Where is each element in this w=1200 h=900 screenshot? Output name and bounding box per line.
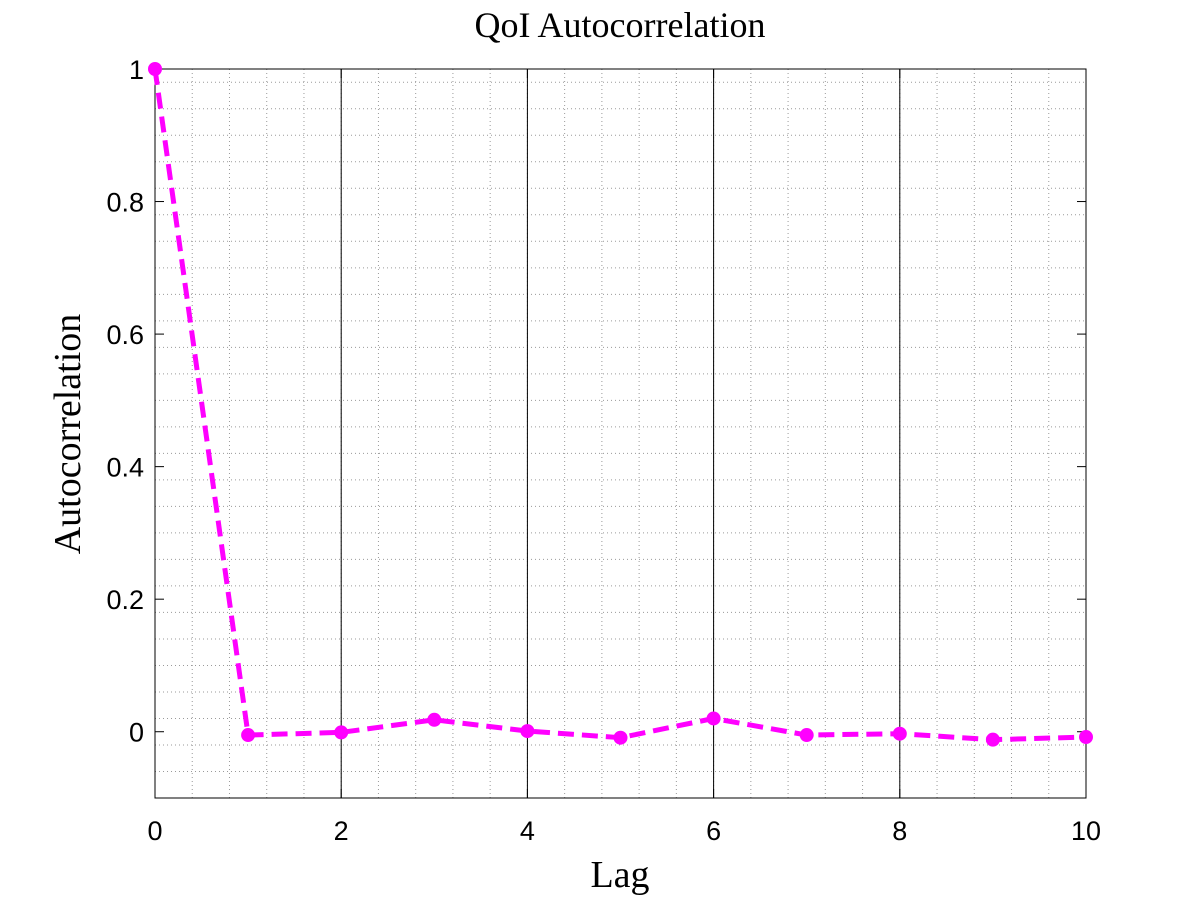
- x-tick-label: 6: [706, 816, 721, 846]
- x-tick-label: 0: [147, 816, 162, 846]
- data-point: [706, 711, 721, 726]
- y-tick-label: 1: [129, 55, 144, 85]
- data-point: [334, 725, 349, 740]
- data-point: [799, 728, 814, 743]
- x-tick-label: 2: [334, 816, 349, 846]
- data-point: [241, 728, 256, 743]
- x-tick-label: 8: [892, 816, 907, 846]
- data-point: [613, 730, 628, 745]
- series-layer: [148, 62, 1093, 747]
- data-point: [985, 732, 1000, 747]
- y-tick-label: 0.4: [106, 453, 144, 483]
- x-tick-label: 10: [1071, 816, 1101, 846]
- data-point: [892, 726, 907, 741]
- y-tick-label: 0.6: [106, 320, 144, 350]
- y-axis-label: Autocorrelation: [47, 314, 89, 555]
- data-point: [1079, 730, 1093, 745]
- x-tick-labels: 0 2 4 6 8 10: [147, 816, 1101, 846]
- x-axis-label: Lag: [590, 854, 649, 896]
- y-tick-labels: 0 0.2 0.4 0.6 0.8 1: [106, 55, 144, 748]
- chart-title: QoI Autocorrelation: [475, 5, 766, 45]
- data-point: [148, 62, 162, 76]
- data-point: [427, 712, 442, 727]
- plot-frame: [154, 68, 1087, 799]
- y-tick-label: 0.8: [106, 188, 144, 218]
- y-tick-label: 0.2: [106, 585, 144, 615]
- plot-background: [155, 69, 1086, 798]
- data-point: [520, 724, 535, 739]
- y-tick-label: 0: [129, 718, 144, 748]
- x-tick-label: 4: [520, 816, 535, 846]
